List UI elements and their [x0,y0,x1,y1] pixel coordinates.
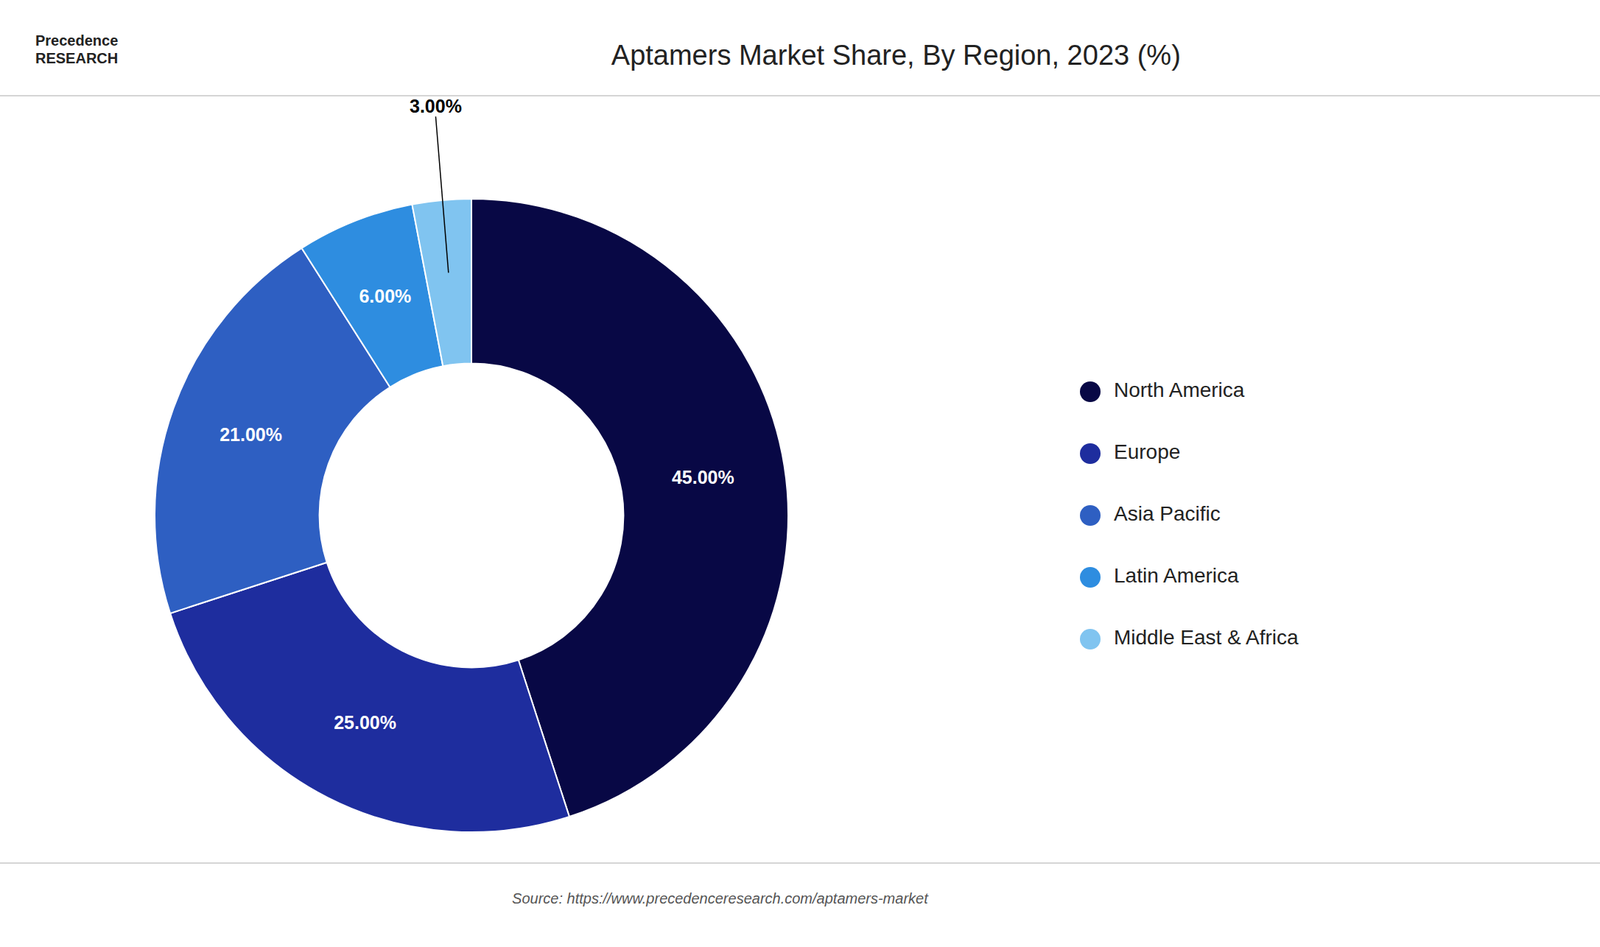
data-label: 6.00% [358,285,412,307]
data-label: 45.00% [671,467,735,488]
legend-swatch [1079,381,1101,403]
legend-swatch [1079,443,1101,465]
legend-swatch [1079,567,1101,588]
bottom-rule [0,863,1600,865]
logo-text: PrecedenceRESEARCH [35,32,118,67]
logo-line: RESEARCH [35,50,118,67]
data-label: 25.00% [333,712,397,733]
chart-container: PrecedenceRESEARCH Aptamers Market Share,… [0,0,1600,947]
legend-label: Europe [1113,440,1181,464]
logo-line: Precedence [35,32,118,49]
legend-label: Middle East & Africa [1113,626,1299,649]
slice [411,198,472,367]
slice [170,562,570,833]
legend-label: North America [1113,378,1245,402]
legend-label: Latin America [1113,564,1240,588]
source-text: Source: https://www.precedenceresearch.c… [511,890,929,907]
leader-line [435,116,448,273]
data-labels: 45.00% 25.00% 21.00% 6.00% 3.00% [219,95,734,733]
slices [154,198,789,833]
data-label: 21.00% [219,424,283,445]
title-rule [0,95,1600,97]
legend-swatch [1079,505,1101,526]
legend-swatch [1079,629,1101,650]
legend: North America Europe Asia Pacific Latin Ame… [1079,378,1299,650]
legend-label: Asia Pacific [1113,502,1221,526]
data-label: 3.00% [409,95,462,117]
background [0,0,1600,947]
chart-svg: PrecedenceRESEARCH Aptamers Market Share,… [0,0,1600,947]
title: Aptamers Market Share, By Region, 2023 (… [611,39,1181,71]
